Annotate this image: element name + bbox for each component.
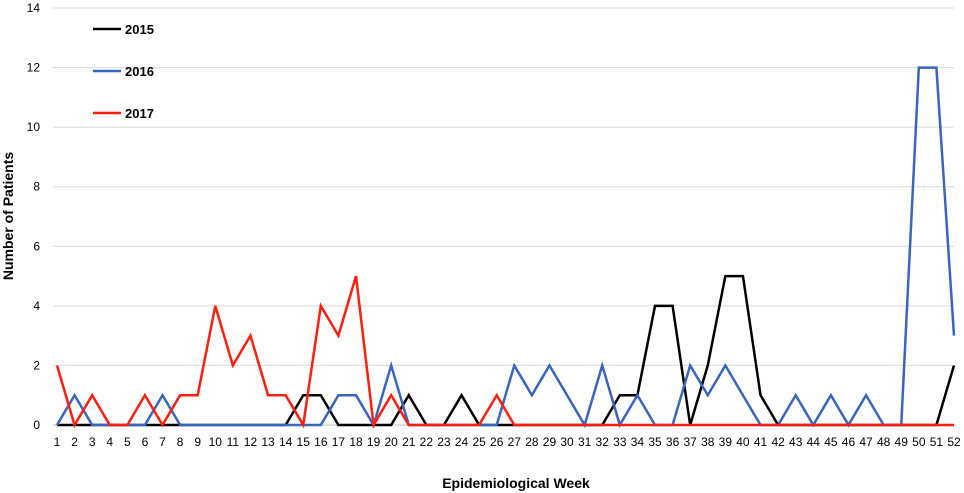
x-tick-label: 5 (124, 435, 131, 449)
y-axis-ticks: 0 2 4 6 8 10 12 14 (27, 1, 41, 432)
legend: 2015 2016 2017 (93, 22, 154, 121)
legend-label-2016: 2016 (125, 64, 154, 79)
x-tick-label: 29 (543, 435, 557, 449)
x-tick-label: 9 (194, 435, 201, 449)
y-tick-label: 8 (33, 180, 40, 194)
legend-label-2015: 2015 (125, 22, 154, 37)
x-tick-label: 14 (279, 435, 293, 449)
x-tick-label: 27 (508, 435, 522, 449)
x-tick-label: 34 (631, 435, 645, 449)
x-tick-label: 35 (648, 435, 662, 449)
x-tick-label: 48 (877, 435, 891, 449)
series-line-2015 (57, 274, 956, 427)
x-tick-label: 38 (701, 435, 715, 449)
y-tick-label: 6 (33, 239, 40, 253)
x-tick-label: 3 (89, 435, 96, 449)
x-tick-label: 10 (209, 435, 223, 449)
x-tick-label: 41 (754, 435, 768, 449)
x-tick-label: 39 (719, 435, 733, 449)
x-tick-label: 21 (402, 435, 416, 449)
y-tick-label: 2 (33, 358, 40, 372)
x-tick-label: 12 (244, 435, 258, 449)
y-tick-label: 4 (33, 299, 40, 313)
x-tick-label: 20 (384, 435, 398, 449)
x-tick-label: 42 (771, 435, 785, 449)
x-tick-label: 15 (297, 435, 311, 449)
x-tick-label: 47 (859, 435, 873, 449)
x-tick-label: 22 (420, 435, 434, 449)
x-tick-label: 11 (227, 435, 240, 449)
y-axis-title: Number of Patients (0, 152, 16, 281)
x-tick-label: 17 (332, 435, 346, 449)
x-tick-label: 4 (106, 435, 113, 449)
x-tick-label: 13 (261, 435, 275, 449)
x-tick-label: 46 (842, 435, 856, 449)
gridlines (53, 7, 954, 366)
x-tick-label: 37 (683, 435, 697, 449)
x-tick-label: 51 (930, 435, 944, 449)
x-tick-label: 36 (666, 435, 680, 449)
x-axis-ticks: 1 2 3 4 5 6 7 8 9 10 11 12 13 14 15 16 17 18 19 20 21 22 23 24 2… (54, 435, 961, 449)
x-tick-label: 52 (947, 435, 961, 449)
x-tick-label: 28 (525, 435, 539, 449)
x-tick-label: 23 (437, 435, 451, 449)
x-tick-label: 31 (578, 435, 592, 449)
x-tick-label: 6 (142, 435, 149, 449)
x-tick-label: 43 (789, 435, 803, 449)
x-tick-label: 33 (613, 435, 627, 449)
x-tick-label: 49 (895, 435, 909, 449)
x-tick-label: 45 (824, 435, 838, 449)
x-tick-label: 16 (314, 435, 328, 449)
x-tick-label: 7 (159, 435, 166, 449)
x-tick-label: 2 (71, 435, 78, 449)
x-tick-label: 40 (736, 435, 750, 449)
y-tick-label: 12 (27, 61, 41, 75)
y-tick-label: 10 (27, 120, 41, 134)
legend-label-2017: 2017 (125, 106, 154, 121)
x-tick-label: 50 (912, 435, 926, 449)
x-tick-label: 32 (596, 435, 610, 449)
series-line-2016 (55, 66, 956, 429)
x-tick-label: 18 (349, 435, 363, 449)
x-tick-label: 24 (455, 435, 469, 449)
x-tick-label: 8 (177, 435, 184, 449)
series-line-2017 (55, 275, 954, 429)
x-tick-label: 25 (472, 435, 486, 449)
x-tick-label: 30 (560, 435, 574, 449)
y-tick-label: 0 (33, 418, 40, 432)
series-lines (55, 66, 956, 429)
x-tick-label: 26 (490, 435, 504, 449)
x-tick-label: 1 (54, 435, 61, 449)
y-tick-label: 14 (27, 1, 41, 15)
x-tick-label: 44 (807, 435, 821, 449)
x-axis-title: Epidemiological Week (442, 475, 590, 491)
x-tick-label: 19 (367, 435, 381, 449)
